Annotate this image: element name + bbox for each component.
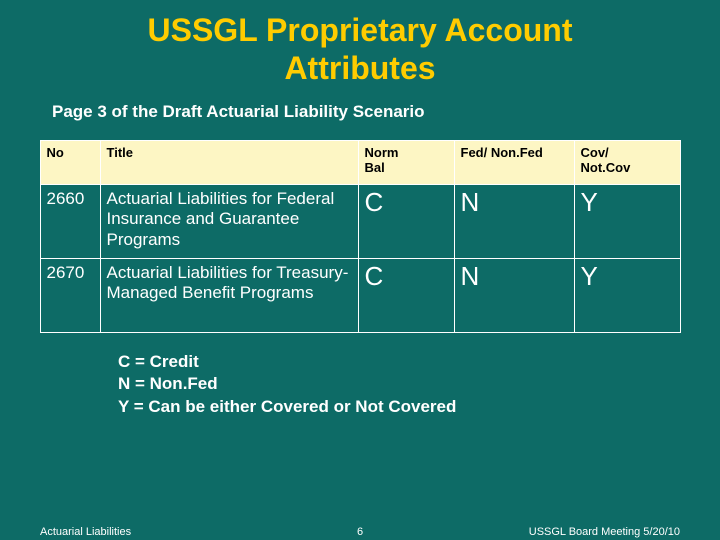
table-header-row: No Title NormBal Fed/ Non.Fed Cov/Not.Co… [40, 140, 680, 184]
cell-normbal: C [358, 258, 454, 332]
cell-title: Actuarial Liabilities for Federal Insura… [100, 184, 358, 258]
col-header-title: Title [100, 140, 358, 184]
cell-title: Actuarial Liabilities for Treasury-Manag… [100, 258, 358, 332]
cell-normbal: C [358, 184, 454, 258]
table-row: 2670 Actuarial Liabilities for Treasury-… [40, 258, 680, 332]
slide-title: USSGL Proprietary Account Attributes [38, 12, 682, 88]
col-header-fed: Fed/ Non.Fed [454, 140, 574, 184]
cell-no: 2660 [40, 184, 100, 258]
cell-fed: N [454, 184, 574, 258]
attributes-table: No Title NormBal Fed/ Non.Fed Cov/Not.Co… [40, 140, 681, 333]
cell-cov: Y [574, 184, 680, 258]
slide-subtitle: Page 3 of the Draft Actuarial Liability … [52, 102, 682, 122]
footer-right: USSGL Board Meeting 5/20/10 [529, 526, 680, 538]
cell-cov: Y [574, 258, 680, 332]
title-line1: USSGL Proprietary Account [148, 12, 573, 48]
table-row: 2660 Actuarial Liabilities for Federal I… [40, 184, 680, 258]
legend-line: N = Non.Fed [118, 373, 682, 396]
cell-no: 2670 [40, 258, 100, 332]
col-header-cov: Cov/Not.Cov [574, 140, 680, 184]
col-header-no: No [40, 140, 100, 184]
legend: C = Credit N = Non.Fed Y = Can be either… [118, 351, 682, 420]
legend-line: Y = Can be either Covered or Not Covered [118, 396, 682, 419]
title-line2: Attributes [284, 50, 435, 86]
slide: USSGL Proprietary Account Attributes Pag… [0, 0, 720, 540]
cell-fed: N [454, 258, 574, 332]
col-header-normbal: NormBal [358, 140, 454, 184]
legend-line: C = Credit [118, 351, 682, 374]
